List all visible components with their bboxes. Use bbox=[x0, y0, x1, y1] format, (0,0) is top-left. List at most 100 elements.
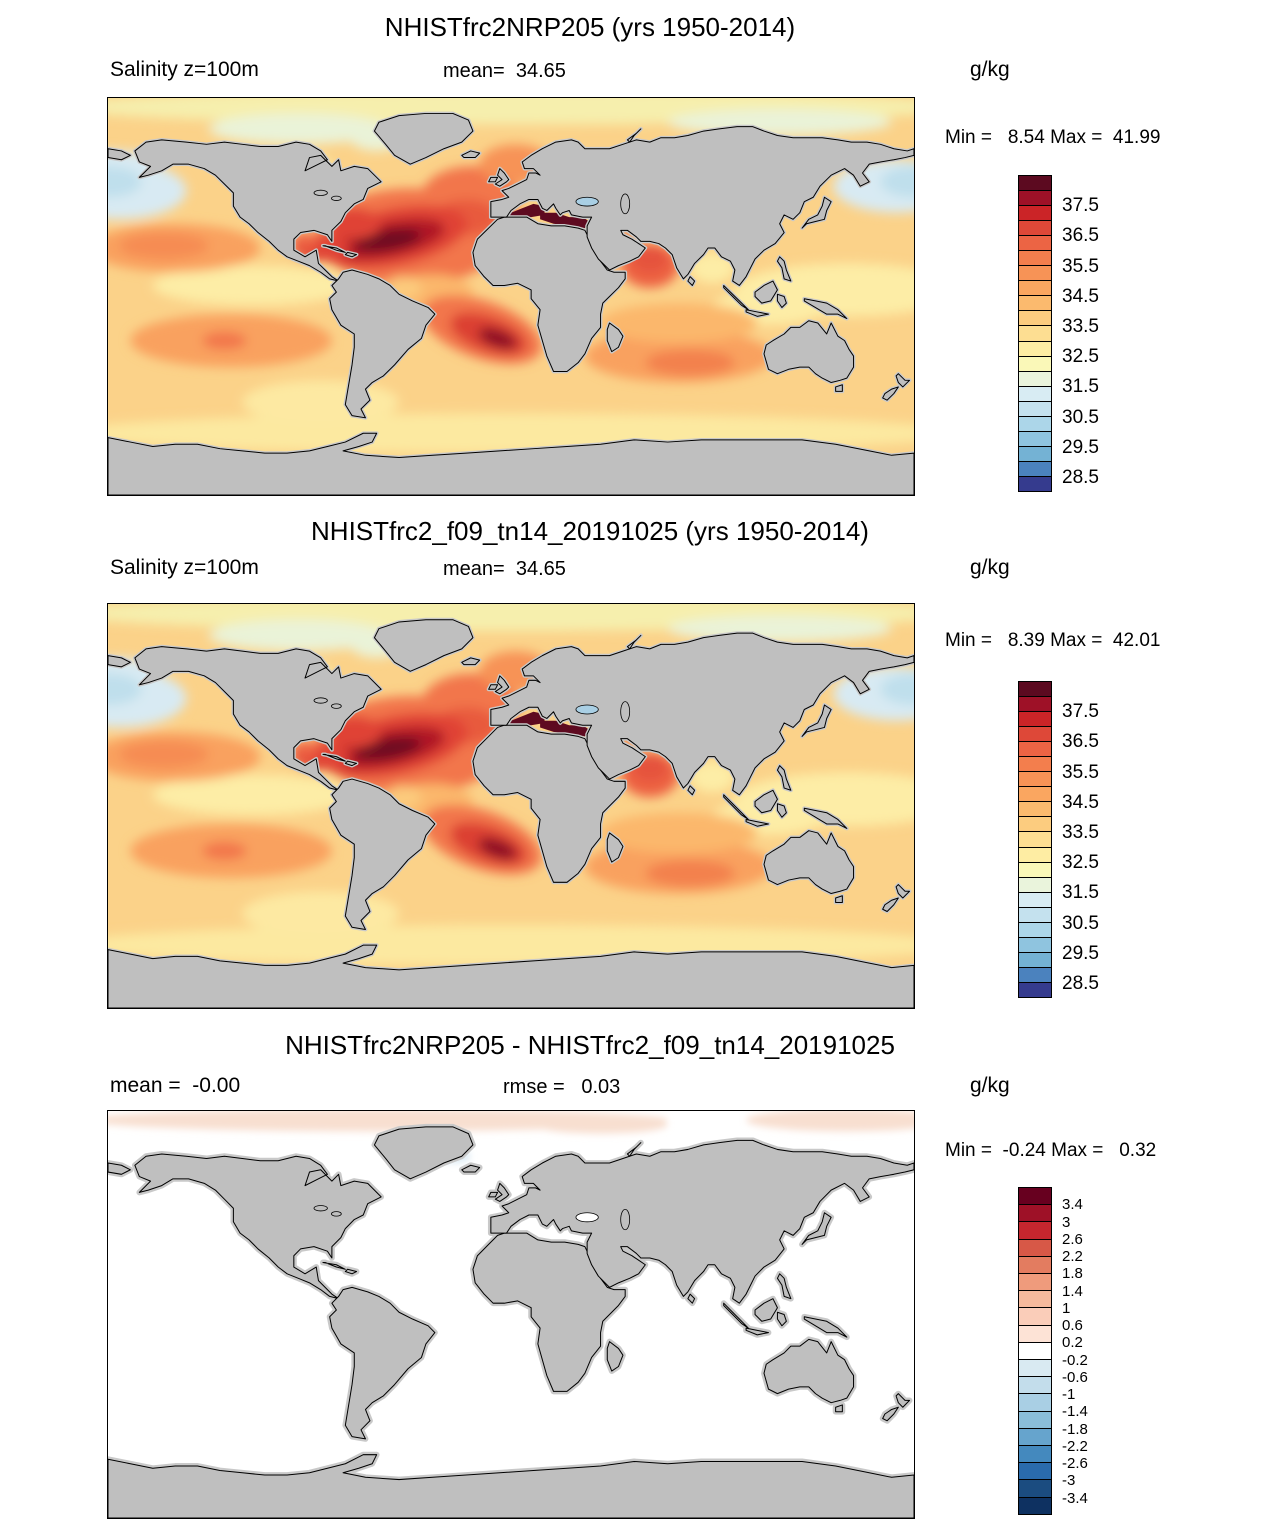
panel2-subtitle-row: Salinity z=100m mean= 34.65 g/kg bbox=[107, 556, 1010, 582]
panel1-variable-label: Salinity z=100m bbox=[110, 58, 259, 81]
colorbar-cell bbox=[1019, 801, 1051, 817]
colorbar-cell bbox=[1019, 846, 1051, 862]
colorbar-tick-label: 1.8 bbox=[1062, 1265, 1083, 1283]
colorbar-tick-label: -2.6 bbox=[1062, 1455, 1088, 1473]
colorbar-cell bbox=[1019, 1290, 1051, 1308]
colorbar-tick-label: 35.5 bbox=[1062, 255, 1099, 277]
colorbar-cell bbox=[1019, 786, 1051, 802]
colorbar-tick-label: 1 bbox=[1062, 1299, 1071, 1317]
colorbar-tick-label: 34.5 bbox=[1062, 791, 1099, 813]
colorbar-tick-label: 32.5 bbox=[1062, 346, 1099, 368]
colorbar-tick-label: 32.5 bbox=[1062, 852, 1099, 874]
panel3-title: NHISTfrc2NRP205 - NHISTfrc2_f09_tn14_201… bbox=[285, 1030, 895, 1060]
colorbar-cell bbox=[1019, 475, 1051, 491]
panel1-units-label: g/kg bbox=[970, 58, 1010, 81]
panel3-minmax: Min = -0.24 Max = 0.32 bbox=[945, 1140, 1157, 1161]
colorbar-tick-label: 33.5 bbox=[1062, 821, 1099, 843]
panel1-colorbar bbox=[1018, 175, 1052, 492]
panel3-mean-label: mean = -0.00 bbox=[110, 1074, 241, 1097]
colorbar-cell bbox=[1019, 265, 1051, 281]
colorbar-tick-label: 2.6 bbox=[1062, 1230, 1083, 1248]
colorbar-cell bbox=[1019, 325, 1051, 341]
panel2-variable-label: Salinity z=100m bbox=[110, 556, 259, 579]
colorbar-cell bbox=[1019, 1341, 1051, 1360]
panel1-minmax: Min = 8.54 Max = 41.99 bbox=[945, 127, 1161, 148]
colorbar-tick-label: -0.6 bbox=[1062, 1368, 1088, 1386]
colorbar-cell bbox=[1019, 921, 1051, 937]
colorbar-cell bbox=[1019, 1393, 1051, 1411]
panel1-mean-label: mean= 34.65 bbox=[443, 60, 566, 82]
colorbar-cell bbox=[1019, 711, 1051, 727]
colorbar-tick-label: 37.5 bbox=[1062, 701, 1099, 723]
colorbar-cell bbox=[1019, 951, 1051, 967]
panel3-rmse-label: rmse = 0.03 bbox=[503, 1076, 621, 1098]
colorbar-cell bbox=[1019, 1307, 1051, 1325]
colorbar-tick-label: 0.6 bbox=[1062, 1317, 1083, 1335]
colorbar-cell bbox=[1019, 235, 1051, 251]
colorbar-cell bbox=[1019, 1188, 1051, 1205]
colorbar-cell bbox=[1019, 1273, 1051, 1291]
colorbar-tick-label: -3 bbox=[1062, 1472, 1076, 1490]
colorbar-tick-label: 28.5 bbox=[1062, 972, 1099, 994]
colorbar-cell bbox=[1019, 1324, 1051, 1342]
colorbar-cell bbox=[1019, 1255, 1051, 1274]
colorbar-cell bbox=[1019, 280, 1051, 296]
colorbar-cell bbox=[1019, 1479, 1051, 1497]
panel1-subtitle-row: Salinity z=100m mean= 34.65 g/kg bbox=[107, 58, 1010, 84]
panel1-map bbox=[107, 97, 915, 496]
panel3-units-label: g/kg bbox=[970, 1074, 1010, 1097]
colorbar-cell bbox=[1019, 1204, 1051, 1222]
colorbar-cell bbox=[1019, 1445, 1051, 1463]
colorbar-cell bbox=[1019, 295, 1051, 311]
panel1-world-salinity-map bbox=[108, 98, 914, 495]
panel2-mean-label: mean= 34.65 bbox=[443, 558, 566, 580]
colorbar-tick-label: 34.5 bbox=[1062, 285, 1099, 307]
colorbar-cell bbox=[1019, 966, 1051, 982]
colorbar-tick-label: 1.4 bbox=[1062, 1282, 1083, 1300]
colorbar-tick-label: 36.5 bbox=[1062, 731, 1099, 753]
colorbar-cell bbox=[1019, 1221, 1051, 1239]
colorbar-cell bbox=[1019, 876, 1051, 892]
panel3-colorbar-labels: 3.4 3 2.6 2.2 1.8 1.4 1 0.6 0.2 -0.2 -0.6 -1 -1.4 -1.… bbox=[1062, 1187, 1152, 1513]
colorbar-tick-label: -1.8 bbox=[1062, 1420, 1088, 1438]
panel1-title: NHISTfrc2NRP205 (yrs 1950-2014) bbox=[384, 12, 796, 42]
colorbar-cell bbox=[1019, 1359, 1051, 1377]
colorbar-tick-label: 36.5 bbox=[1062, 225, 1099, 247]
colorbar-cell bbox=[1019, 831, 1051, 847]
colorbar-cell bbox=[1019, 696, 1051, 712]
colorbar-tick-label: -0.2 bbox=[1062, 1351, 1088, 1369]
colorbar-cell bbox=[1019, 340, 1051, 356]
colorbar-tick-label: 29.5 bbox=[1062, 942, 1099, 964]
colorbar-cell bbox=[1019, 771, 1051, 787]
colorbar-cell bbox=[1019, 430, 1051, 446]
panel2-colorbar-labels: 37.5 36.5 35.5 34.5 33.5 32.5 31.5 30.5 29.5 28.5 bbox=[1062, 681, 1152, 996]
panel3-colorbar bbox=[1018, 1187, 1052, 1515]
colorbar-cell bbox=[1019, 190, 1051, 206]
colorbar-tick-label: 2.2 bbox=[1062, 1248, 1083, 1266]
colorbar-cell bbox=[1019, 1410, 1051, 1428]
panel3-map bbox=[107, 1110, 915, 1519]
colorbar-tick-label: -1 bbox=[1062, 1386, 1076, 1404]
colorbar-cell bbox=[1019, 981, 1051, 997]
colorbar-cell bbox=[1019, 906, 1051, 922]
colorbar-cell bbox=[1019, 310, 1051, 326]
colorbar-cell bbox=[1019, 385, 1051, 401]
colorbar-tick-label: 30.5 bbox=[1062, 406, 1099, 428]
colorbar-cell bbox=[1019, 682, 1051, 697]
colorbar-cell bbox=[1019, 220, 1051, 236]
colorbar-tick-label: 31.5 bbox=[1062, 376, 1099, 398]
panel3-subtitle-row: mean = -0.00 rmse = 0.03 g/kg bbox=[107, 1074, 1010, 1100]
panel2-minmax: Min = 8.39 Max = 42.01 bbox=[945, 630, 1161, 651]
colorbar-cell bbox=[1019, 1376, 1051, 1394]
colorbar-cell bbox=[1019, 355, 1051, 371]
colorbar-tick-label: 28.5 bbox=[1062, 466, 1099, 488]
panel2-map bbox=[107, 603, 915, 1009]
colorbar-cell bbox=[1019, 1238, 1051, 1256]
colorbar-cell bbox=[1019, 1462, 1051, 1480]
panel2-world-salinity-map bbox=[108, 604, 914, 1008]
colorbar-cell bbox=[1019, 741, 1051, 757]
colorbar-cell bbox=[1019, 205, 1051, 221]
colorbar-tick-label: -3.4 bbox=[1062, 1489, 1088, 1507]
colorbar-cell bbox=[1019, 861, 1051, 877]
colorbar-cell bbox=[1019, 1496, 1051, 1514]
